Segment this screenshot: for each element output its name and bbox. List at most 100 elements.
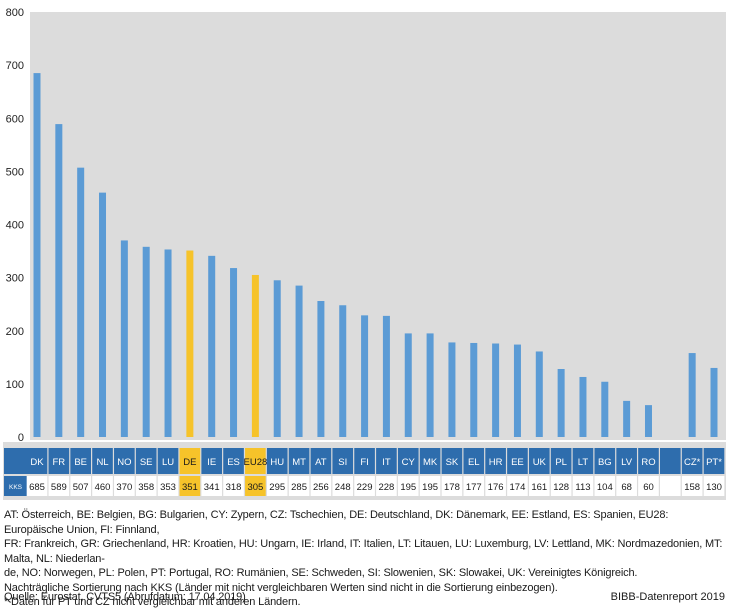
footnotes: AT: Österreich, BE: Belgien, BG: Bulgari… [4, 508, 726, 610]
value-label: 285 [291, 482, 307, 493]
bar-be [77, 167, 85, 437]
category-label: EE [511, 457, 524, 468]
value-label: 130 [706, 482, 722, 493]
value-label: 161 [531, 482, 547, 493]
category-header-cell [135, 448, 157, 474]
value-label: 295 [269, 482, 285, 493]
value-label: 589 [51, 482, 67, 493]
category-header-cell [419, 448, 441, 474]
value-cell [70, 476, 91, 496]
y-tick-label: 600 [6, 113, 24, 125]
bar-fr [55, 124, 63, 437]
bar-uk [535, 351, 543, 437]
category-header-cell [223, 448, 244, 474]
category-header-cell [463, 448, 485, 474]
value-label: 60 [643, 482, 654, 493]
value-cell [638, 476, 659, 496]
value-label: 228 [378, 482, 394, 493]
bar-sk [448, 342, 456, 437]
value-cell [528, 476, 550, 496]
value-label: 248 [335, 482, 351, 493]
category-header-cell [201, 448, 223, 474]
category-label: PT* [706, 457, 722, 468]
bar-hr [492, 343, 500, 437]
category-label: SI [338, 457, 347, 468]
category-label: HR [489, 457, 503, 468]
category-label: DE [183, 457, 196, 468]
value-cell [354, 476, 375, 496]
y-tick-label: 100 [6, 379, 24, 391]
category-header-cell [179, 448, 201, 474]
category-label: PL [555, 457, 567, 468]
value-label: 178 [444, 482, 460, 493]
row-label: KKS [9, 484, 23, 491]
category-header-cell [114, 448, 135, 474]
category-label: LT [578, 457, 589, 468]
value-label: 176 [488, 482, 504, 493]
category-header-cell [92, 448, 113, 474]
value-cell [594, 476, 616, 496]
bar-dk [33, 73, 41, 437]
value-label: 177 [466, 482, 482, 493]
category-label: BE [74, 457, 87, 468]
category-label: HU [270, 457, 284, 468]
bar-lv [623, 400, 631, 437]
bar-si [339, 305, 347, 437]
value-cell [92, 476, 113, 496]
value-cell [157, 476, 179, 496]
value-cell [441, 476, 463, 496]
comparability-note: * Daten für PT und CZ nicht vergleichbar… [4, 596, 301, 608]
value-label: 370 [116, 482, 132, 493]
value-cell [179, 476, 201, 496]
category-header-cell [310, 448, 332, 474]
publication-credit: BIBB-Datenreport 2019 [610, 591, 725, 603]
value-label: 174 [510, 482, 526, 493]
y-tick-label: 500 [6, 166, 24, 178]
category-header-cell [70, 448, 91, 474]
category-label: LV [621, 457, 633, 468]
value-cell [572, 476, 594, 496]
category-header-cell [48, 448, 70, 474]
category-header-cell [441, 448, 463, 474]
value-label: 128 [553, 482, 569, 493]
value-label: 460 [95, 482, 111, 493]
bar-chart: 0 100 200 300 400 500 600 700 800 KKS DK 685 FR 589 B… [4, 7, 726, 496]
source-line: Quelle: Eurostat, CVTS5 (Abrufdatum: 17.… [4, 591, 246, 603]
y-tick-label: 700 [6, 60, 24, 72]
value-cell [681, 476, 703, 496]
value-label: 113 [575, 482, 590, 493]
category-label: SK [446, 457, 459, 468]
bar-es [230, 268, 238, 437]
legend-line: FR: Frankreich, GR: Griechenland, HR: Kr… [4, 538, 723, 565]
bar-se [142, 246, 150, 437]
category-header-cell [528, 448, 550, 474]
value-label: 68 [621, 482, 632, 493]
y-tick-label: 400 [6, 220, 24, 232]
category-label: EU28 [244, 457, 268, 468]
value-label: 195 [422, 482, 438, 493]
bar-ro [644, 405, 652, 437]
value-cell [223, 476, 244, 496]
bar-mt [295, 285, 303, 437]
value-label: 229 [357, 482, 373, 493]
category-header-cell [594, 448, 616, 474]
category-header-cell [354, 448, 375, 474]
category-header-cell [660, 448, 681, 474]
category-label: IT [382, 457, 391, 468]
category-label: NL [96, 457, 108, 468]
value-label: 358 [138, 482, 154, 493]
bar-nl [99, 192, 107, 437]
category-label: CY [402, 457, 416, 468]
value-cell [507, 476, 528, 496]
category-header-cell [288, 448, 310, 474]
value-cell [332, 476, 354, 496]
bar-lu [164, 249, 172, 437]
bars [33, 73, 718, 437]
category-header-cell [332, 448, 354, 474]
value-label: 318 [226, 482, 242, 493]
sorting-note: Nachträgliche Sortierung nach KKS (Lände… [4, 581, 558, 594]
legend-line: de, NO: Norwegen, PL: Polen, PT: Portuga… [4, 567, 638, 579]
bar-mk [426, 333, 434, 437]
category-label: DK [30, 457, 44, 468]
value-cell [135, 476, 157, 496]
